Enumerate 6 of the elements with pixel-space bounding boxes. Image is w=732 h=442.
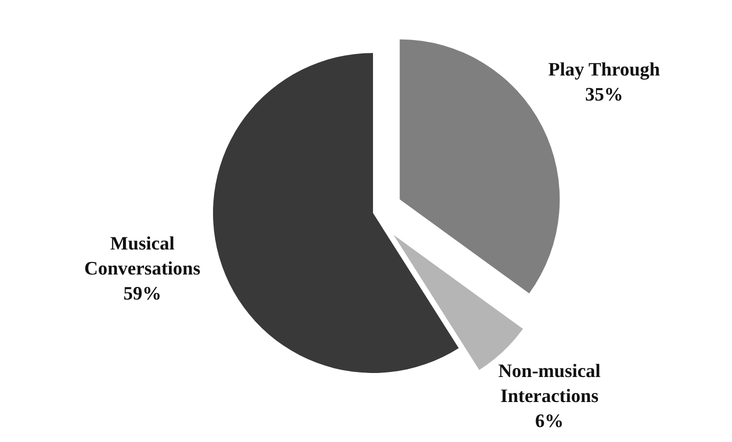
data-label: 35% bbox=[585, 84, 624, 106]
slice-label: Play Through bbox=[548, 60, 660, 81]
slice-label: Musical Conversations bbox=[84, 234, 200, 280]
data-label: 6% bbox=[535, 411, 564, 432]
slice-label: Non-musical Interactions bbox=[498, 361, 601, 408]
data-label: 59% bbox=[123, 284, 162, 305]
